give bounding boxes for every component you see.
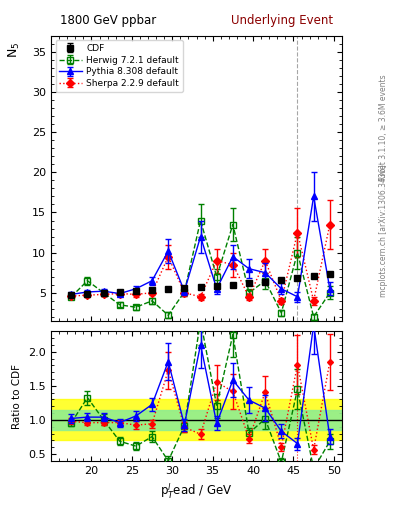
Text: Underlying Event: Underlying Event — [231, 14, 333, 27]
Legend: CDF, Herwig 7.2.1 default, Pythia 8.308 default, Sherpa 2.2.9 default: CDF, Herwig 7.2.1 default, Pythia 8.308 … — [55, 40, 183, 92]
Text: 1800 GeV ppbar: 1800 GeV ppbar — [60, 14, 156, 27]
X-axis label: p$_T^l$ead / GeV: p$_T^l$ead / GeV — [160, 481, 233, 501]
Text: mcplots.cern.ch [arXiv:1306.3436]: mcplots.cern.ch [arXiv:1306.3436] — [379, 164, 387, 297]
Y-axis label: N$_5$: N$_5$ — [7, 42, 22, 58]
Y-axis label: Ratio to CDF: Ratio to CDF — [12, 364, 22, 429]
Text: Rivet 3.1.10, ≥ 3.6M events: Rivet 3.1.10, ≥ 3.6M events — [379, 75, 387, 181]
